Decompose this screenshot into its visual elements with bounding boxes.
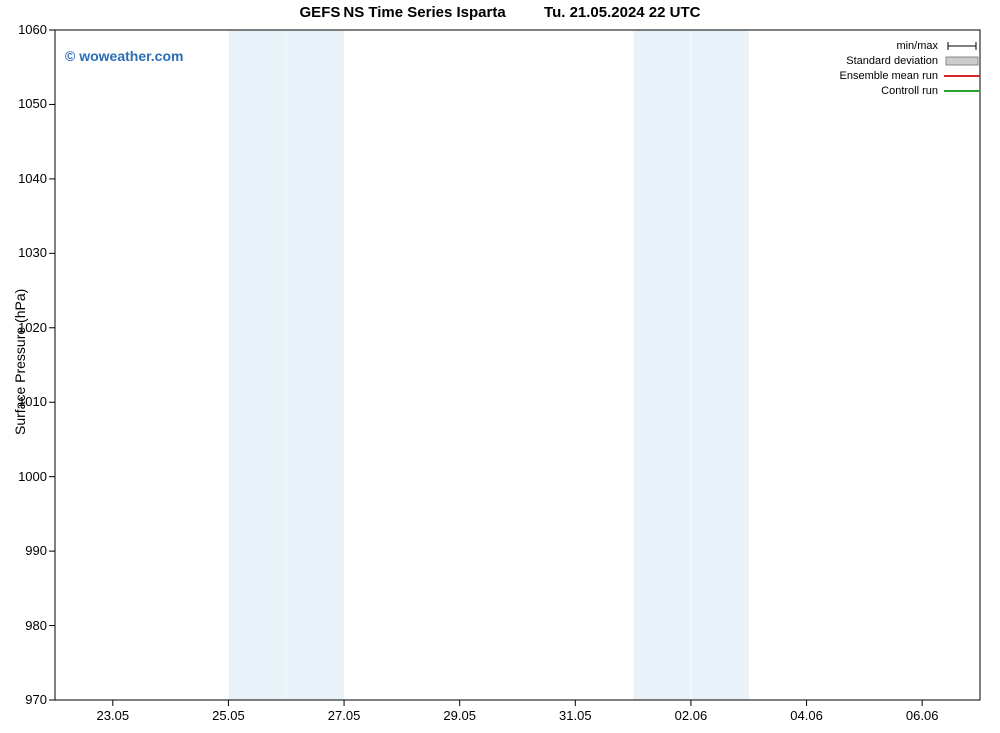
legend-item: Ensemble mean run xyxy=(840,68,980,83)
legend-label: min/max xyxy=(896,40,938,52)
legend-label: Controll run xyxy=(881,85,938,97)
legend-swatch xyxy=(944,85,980,97)
legend-swatch xyxy=(944,55,980,67)
y-tick-label: 1000 xyxy=(7,469,47,484)
y-tick-label: 1060 xyxy=(7,22,47,37)
y-tick-label: 980 xyxy=(7,618,47,633)
y-tick-label: 970 xyxy=(7,692,47,707)
chart-svg xyxy=(0,0,1000,733)
x-tick-label: 02.06 xyxy=(661,708,721,723)
legend: min/max Standard deviation Ensemble mean r… xyxy=(840,38,980,98)
x-tick-label: 23.05 xyxy=(83,708,143,723)
watermark: © woweather.com xyxy=(65,48,183,64)
chart-title-left: GEFS NS Time Series Isparta xyxy=(300,4,506,21)
y-tick-label: 990 xyxy=(7,543,47,558)
x-tick-label: 27.05 xyxy=(314,708,374,723)
y-tick-label: 1010 xyxy=(7,394,47,409)
legend-item: Controll run xyxy=(840,83,980,98)
x-tick-label: 06.06 xyxy=(892,708,952,723)
x-tick-label: 29.05 xyxy=(430,708,490,723)
y-tick-label: 1040 xyxy=(7,171,47,186)
legend-item: min/max xyxy=(840,38,980,53)
legend-swatch xyxy=(944,70,980,82)
chart-title-row: GEFS NS Time Series Isparta Tu. 21.05.20… xyxy=(0,4,1000,21)
y-tick-label: 1050 xyxy=(7,96,47,111)
legend-item: Standard deviation xyxy=(840,53,980,68)
x-tick-label: 31.05 xyxy=(545,708,605,723)
y-axis-label: Surface Pressure (hPa) xyxy=(12,289,28,435)
chart-title-right: Tu. 21.05.2024 22 UTC xyxy=(544,4,700,21)
y-tick-label: 1030 xyxy=(7,245,47,260)
legend-label: Ensemble mean run xyxy=(840,70,938,82)
y-tick-label: 1020 xyxy=(7,320,47,335)
x-tick-label: 25.05 xyxy=(198,708,258,723)
legend-swatch xyxy=(944,40,980,52)
chart-container: GEFS NS Time Series Isparta Tu. 21.05.20… xyxy=(0,0,1000,733)
legend-label: Standard deviation xyxy=(846,55,938,67)
x-tick-label: 04.06 xyxy=(777,708,837,723)
